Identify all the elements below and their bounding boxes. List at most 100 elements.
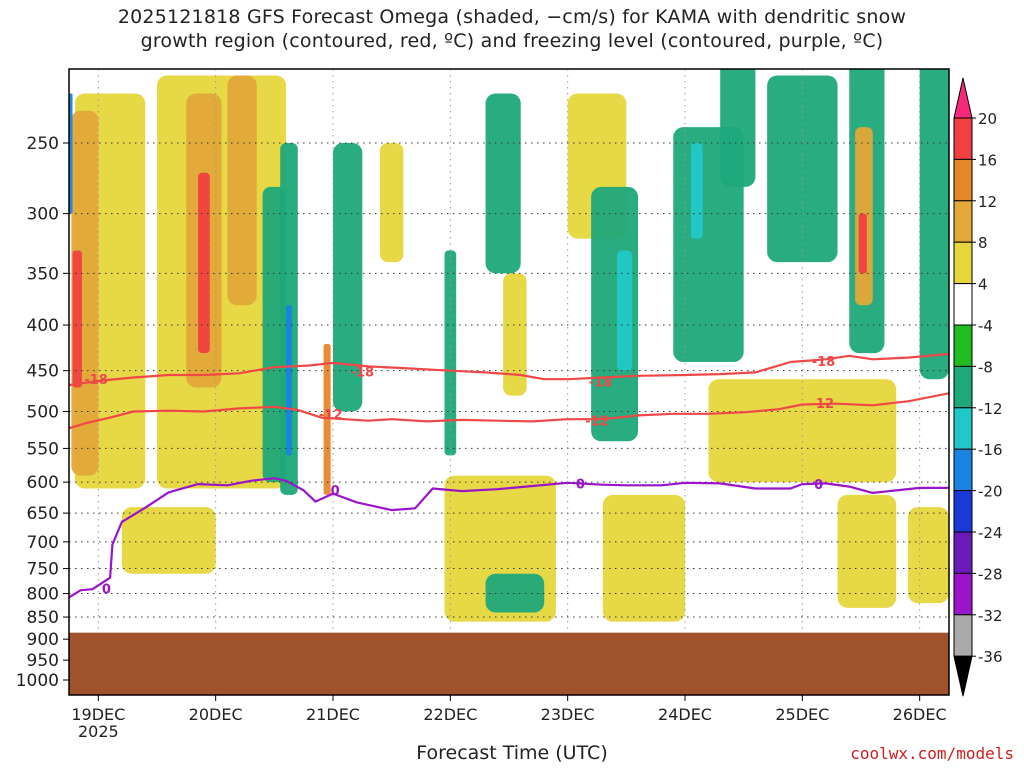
chart-title-line-1: 2025121818 GFS Forecast Omega (shaded, −… [117, 6, 907, 28]
colorbar-segment [953, 158, 973, 202]
ground-fill [69, 632, 949, 695]
y-tick-label: 300 [27, 205, 59, 225]
y-tick-label: 950 [27, 651, 59, 671]
colorbar-label: -32 [978, 607, 1003, 625]
contour-line [69, 477, 949, 599]
omega-region [333, 143, 363, 412]
credit-text: coolwx.com/models [850, 744, 1014, 763]
colorbar-label: -24 [978, 524, 1003, 542]
colorbar-segment [953, 572, 973, 616]
omega-region [121, 507, 216, 574]
contour-label: 0 [814, 478, 823, 493]
y-tick-label: 500 [27, 403, 59, 423]
colorbar-segment [953, 200, 973, 243]
plot-area: -18 -18 -18 -18 -12 -12 -12 0 0 0 0 [69, 69, 949, 695]
contour-line [69, 392, 949, 430]
omega-region [767, 75, 838, 263]
y-tick-label: 650 [27, 504, 59, 524]
y-tick-label: 350 [27, 264, 59, 284]
colorbar-label: 12 [978, 193, 997, 211]
omega-region [69, 93, 73, 214]
x-tick-label: 21DEC [306, 705, 360, 724]
ground-layer [69, 632, 949, 695]
omega-region [907, 507, 949, 604]
colorbar-label: -16 [978, 441, 1003, 459]
omega-region [198, 172, 210, 354]
contour-label: -18 [84, 373, 108, 388]
omega-region [444, 250, 457, 456]
colorbar-segment [953, 490, 973, 533]
contour-labels: -18 -18 -18 -18 -12 -12 -12 0 0 0 0 [84, 355, 836, 598]
plot-frame [68, 68, 950, 696]
omega-region [690, 143, 703, 239]
x-tick-label: 23DEC [541, 705, 595, 724]
colorbar-label: -20 [978, 483, 1003, 501]
colorbar-segment [953, 614, 973, 657]
omega-shading [69, 69, 949, 622]
colorbar: 20 16 12 8 4 -4 -8 -12 -16 -20 -24 -28 -32 -36 [953, 77, 1003, 697]
contours [69, 352, 949, 599]
omega-region [720, 69, 756, 187]
x-axis: 19DEC 20DEC 21DEC 22DEC 23DEC 24DEC 25DEC 26DEC… [71, 695, 947, 741]
colorbar-segment [953, 531, 973, 574]
colorbar-segment [953, 241, 973, 285]
x-tick-sublabel: 2025 [78, 722, 119, 741]
contour-label: 0 [102, 583, 111, 598]
x-tick-label: 24DEC [658, 705, 712, 724]
y-tick-label: 550 [27, 439, 59, 459]
x-tick-label: 25DEC [775, 705, 829, 724]
y-tick-label: 600 [27, 473, 59, 493]
x-tick-label: 19DEC [71, 705, 125, 724]
x-axis-title: Forecast Time (UTC) [416, 742, 608, 764]
contour-label: -12 [811, 397, 835, 412]
y-tick-label: 400 [27, 316, 59, 336]
x-tick-label: 20DEC [189, 705, 243, 724]
omega-region [485, 573, 545, 613]
chart-title-line-2: growth region (contoured, red, ºC) and f… [140, 30, 884, 52]
contour-label: -12 [319, 408, 343, 423]
colorbar-label: 20 [978, 110, 997, 128]
y-tick-label: 1000 [16, 671, 59, 691]
contour-label: -18 [589, 376, 613, 391]
colorbar-label: -12 [978, 400, 1003, 418]
contour-label: -18 [351, 366, 375, 381]
colorbar-segment [953, 448, 973, 492]
colorbar-label: -36 [978, 648, 1003, 666]
omega-region [485, 93, 521, 274]
colorbar-bottom-arrow [953, 655, 973, 697]
colorbar-segment [953, 117, 973, 160]
omega-region [286, 305, 292, 456]
colorbar-label: 8 [978, 234, 988, 252]
omega-region [837, 494, 897, 608]
omega-region [919, 69, 949, 380]
colorbar-segment [953, 324, 973, 367]
omega-region [503, 273, 527, 396]
omega-region [227, 75, 257, 306]
colorbar-label: -8 [978, 358, 993, 376]
contour-line [69, 352, 949, 387]
y-tick-label: 250 [27, 134, 59, 154]
colorbar-segment [953, 407, 973, 450]
y-tick-label: 700 [27, 533, 59, 553]
colorbar-top-arrow [953, 77, 973, 119]
y-tick-label: 800 [27, 585, 59, 605]
x-tick-label: 22DEC [423, 705, 477, 724]
omega-region [602, 494, 685, 622]
omega-region [616, 250, 633, 371]
contour-label: -18 [812, 355, 836, 370]
omega-region [708, 379, 897, 483]
colorbar-label: 16 [978, 151, 997, 169]
omega-region [379, 143, 404, 263]
colorbar-segment [953, 365, 973, 409]
colorbar-segment [953, 283, 973, 326]
contour-label: -12 [585, 415, 609, 430]
y-tick-label: 900 [27, 630, 59, 650]
y-tick-label: 850 [27, 608, 59, 628]
x-tick-label: 26DEC [893, 705, 947, 724]
omega-region [72, 250, 82, 388]
contour-label: 0 [576, 477, 585, 492]
colorbar-label: -28 [978, 565, 1003, 583]
omega-region [858, 213, 867, 274]
y-axis: 2503003504004505005506006507007508008509… [16, 134, 69, 691]
